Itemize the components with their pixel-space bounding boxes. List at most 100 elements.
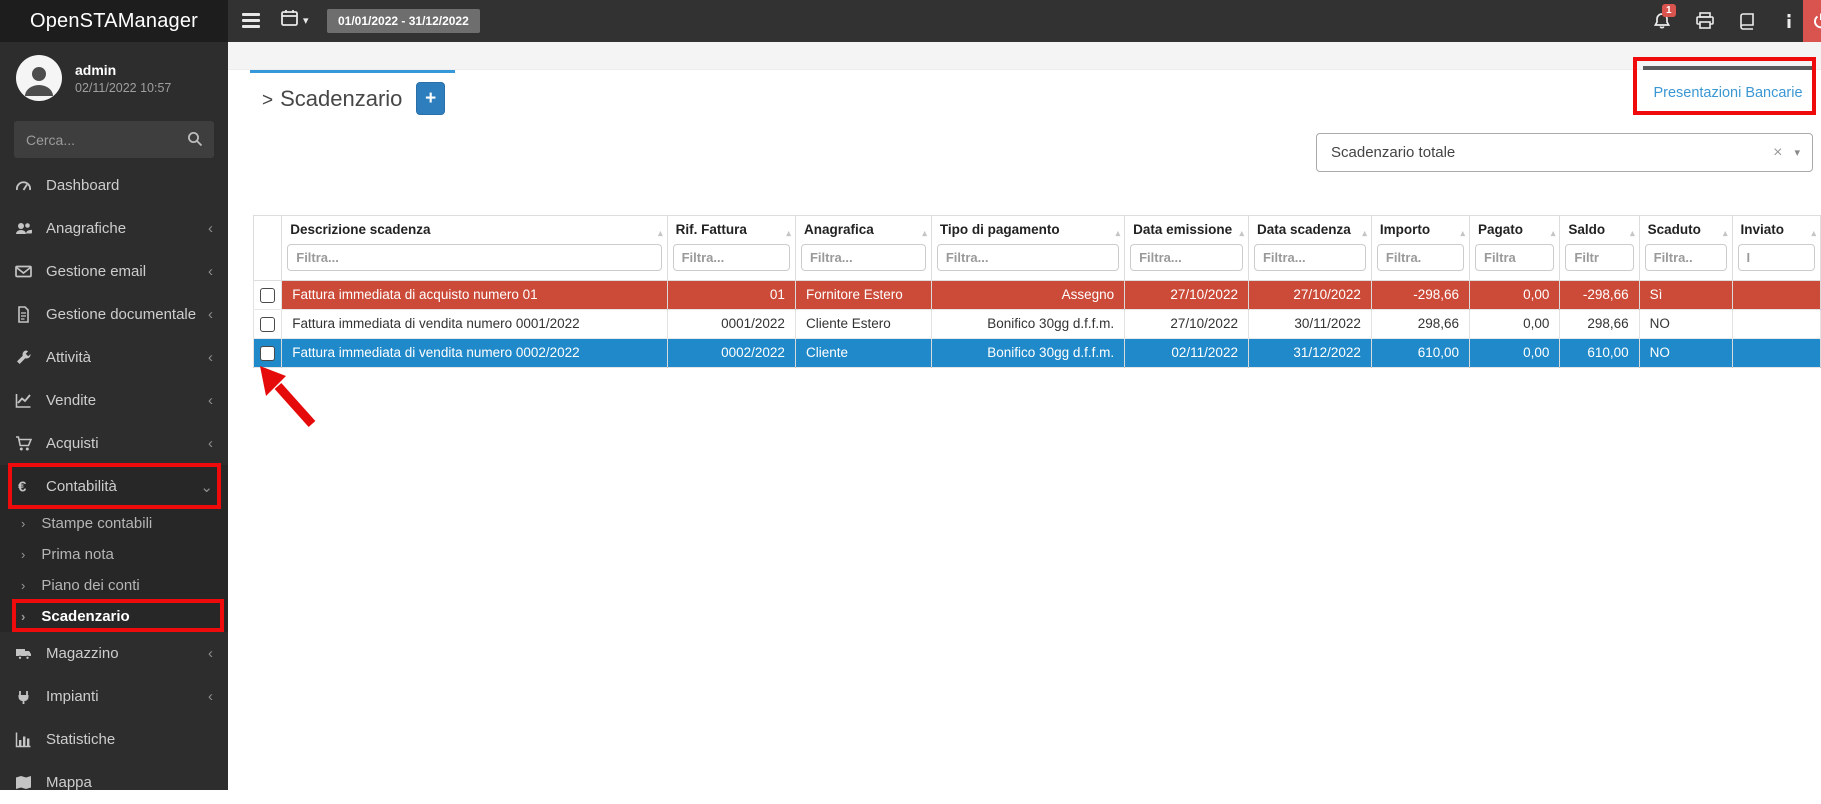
chevron-down-icon[interactable]: ▾: [1794, 147, 1800, 159]
sort-icon[interactable]: ▴: [658, 227, 663, 238]
column-header[interactable]: Inviato ▴: [1731, 215, 1821, 281]
filter-input[interactable]: [1644, 243, 1727, 271]
date-range-picker[interactable]: ▾: [281, 9, 309, 31]
filter-input[interactable]: [1376, 243, 1464, 271]
notifications-button[interactable]: 1: [1652, 4, 1676, 31]
hamburger-icon[interactable]: [240, 10, 262, 32]
column-label: Importo: [1379, 222, 1431, 237]
row-select-cell: [252, 338, 283, 368]
book-icon: [1737, 13, 1757, 35]
user-panel[interactable]: admin 02/11/2022 10:57: [0, 42, 228, 111]
chevron-right-icon: ›: [21, 547, 26, 562]
chart-line-icon: [15, 392, 33, 409]
table-cell: 01: [667, 280, 796, 310]
sort-icon[interactable]: ▴: [1460, 227, 1465, 238]
info-button[interactable]: [1779, 11, 1799, 31]
page-title: > Scadenzario: [262, 85, 403, 111]
sidebar-subitem-stampe-contabili[interactable]: › Stampe contabili: [0, 508, 228, 539]
tab-presentazioni-bancarie[interactable]: Presentazioni Bancarie: [1643, 66, 1813, 116]
filter-input[interactable]: [1475, 243, 1555, 271]
filter-input[interactable]: [1253, 243, 1366, 271]
user-name: admin: [75, 61, 117, 78]
sort-icon[interactable]: ▴: [1115, 227, 1121, 238]
table-cell: Fattura immediata di vendita numero 0002…: [281, 338, 668, 368]
column-header[interactable]: Anagrafica ▴: [794, 215, 932, 281]
table-cell: 610,00: [1559, 338, 1640, 368]
presentazioni-bancarie-link[interactable]: Presentazioni Bancarie: [1653, 85, 1803, 101]
table-row[interactable]: Fattura immediata di vendita numero 0001…: [252, 309, 1821, 339]
sidebar-item-mappa[interactable]: Mappa: [0, 761, 228, 804]
table-cell: [1732, 338, 1821, 368]
filter-input[interactable]: [1130, 243, 1243, 271]
column-header[interactable]: Pagato ▴: [1468, 215, 1561, 281]
sort-icon[interactable]: ▴: [1811, 227, 1816, 238]
sort-icon[interactable]: ▴: [922, 227, 927, 238]
search-input[interactable]: [14, 121, 214, 158]
filter-input[interactable]: [800, 243, 926, 271]
filter-input[interactable]: [1737, 243, 1815, 271]
sidebar-item-gestione-email[interactable]: Gestione email ‹: [0, 250, 228, 293]
sort-icon[interactable]: ▴: [1362, 227, 1367, 238]
column-label: Data scadenza: [1256, 222, 1351, 237]
sidebar-item-vendite[interactable]: Vendite ‹: [0, 379, 228, 422]
sidebar-subitem-prima-nota[interactable]: › Prima nota: [0, 539, 228, 570]
sort-icon[interactable]: ▴: [1630, 227, 1635, 238]
sidebar-item-gestione-documentale[interactable]: Gestione documentale ‹: [0, 293, 228, 336]
column-label: Tipo di pagamento: [939, 222, 1060, 237]
sidebar-item-impianti[interactable]: Impianti ‹: [0, 675, 228, 718]
row-checkbox[interactable]: [260, 345, 276, 361]
table-cell: [1732, 309, 1821, 339]
table-cell: Cliente: [795, 338, 932, 368]
print-button[interactable]: [1695, 11, 1715, 31]
sort-icon[interactable]: ▴: [1722, 227, 1728, 238]
tab-scadenzario[interactable]: > Scadenzario +: [250, 70, 455, 124]
filter-input[interactable]: [672, 243, 790, 271]
row-checkbox[interactable]: [260, 316, 276, 332]
sidebar-item-statistiche[interactable]: Statistiche: [0, 718, 228, 761]
scadenzario-filter-select[interactable]: Scadenzario totale × ▾: [1316, 133, 1813, 172]
filter-input[interactable]: [1565, 243, 1634, 271]
row-checkbox[interactable]: [260, 287, 276, 303]
add-scadenza-button[interactable]: +: [416, 82, 445, 115]
sort-icon[interactable]: ▴: [1550, 227, 1556, 238]
filter-input[interactable]: [287, 243, 662, 271]
envelope-icon: [15, 263, 33, 280]
clear-icon[interactable]: ×: [1773, 143, 1783, 161]
sort-icon[interactable]: ▴: [786, 227, 791, 238]
column-header[interactable]: Data emissione ▴: [1124, 215, 1249, 281]
sidebar-item-attivita[interactable]: Attività ‹: [0, 336, 228, 379]
sidebar-item-label: Impianti: [46, 688, 99, 705]
table-cell: 02/11/2022: [1124, 338, 1249, 368]
column-header[interactable]: Importo ▴: [1370, 215, 1471, 281]
sidebar-subitem-piano-dei-conti[interactable]: › Piano dei conti: [0, 570, 228, 601]
chevron-down-icon: ▾: [303, 14, 309, 27]
document-icon: [15, 306, 33, 323]
sidebar-item-dashboard[interactable]: Dashboard: [0, 164, 228, 207]
date-range-badge[interactable]: 01/01/2022 - 31/12/2022: [327, 9, 480, 33]
sidebar-item-label: Gestione documentale: [46, 306, 197, 323]
column-header[interactable]: Tipo di pagamento ▴: [930, 215, 1126, 281]
sidebar-item-contabilita[interactable]: € Contabilità ⌄: [0, 465, 228, 508]
select-column-header: [252, 215, 283, 281]
search-icon[interactable]: [187, 131, 203, 147]
sidebar-item-acquisti[interactable]: Acquisti ‹: [0, 422, 228, 465]
column-header[interactable]: Scaduto ▴: [1638, 215, 1733, 281]
column-header[interactable]: Data scadenza ▴: [1247, 215, 1372, 281]
sidebar-item-magazzino[interactable]: Magazzino ‹: [0, 632, 228, 675]
table-row[interactable]: Fattura immediata di acquisto numero 01 0…: [252, 280, 1821, 310]
sidebar-item-anagrafiche[interactable]: Anagrafiche ‹: [0, 207, 228, 250]
sidebar-subitem-scadenzario[interactable]: › Scadenzario: [0, 601, 228, 632]
column-header[interactable]: Rif. Fattura ▴: [666, 215, 796, 281]
topbar: OpenSTAManager ▾ 01/01/2022 - 31/12/2022…: [0, 0, 1821, 42]
gauge-icon: [15, 177, 33, 194]
sort-icon[interactable]: ▴: [1239, 227, 1244, 238]
table-row[interactable]: Fattura immediata di vendita numero 0002…: [252, 338, 1821, 368]
logout-button[interactable]: [1803, 0, 1821, 42]
column-label: Anagrafica: [803, 222, 874, 237]
filter-input[interactable]: [936, 243, 1120, 271]
docs-button[interactable]: [1737, 11, 1757, 31]
column-header[interactable]: Saldo ▴: [1559, 215, 1640, 281]
column-header[interactable]: Descrizione scadenza ▴: [281, 215, 668, 281]
table-cell: 27/10/2022: [1124, 280, 1249, 310]
avatar: [16, 55, 62, 101]
